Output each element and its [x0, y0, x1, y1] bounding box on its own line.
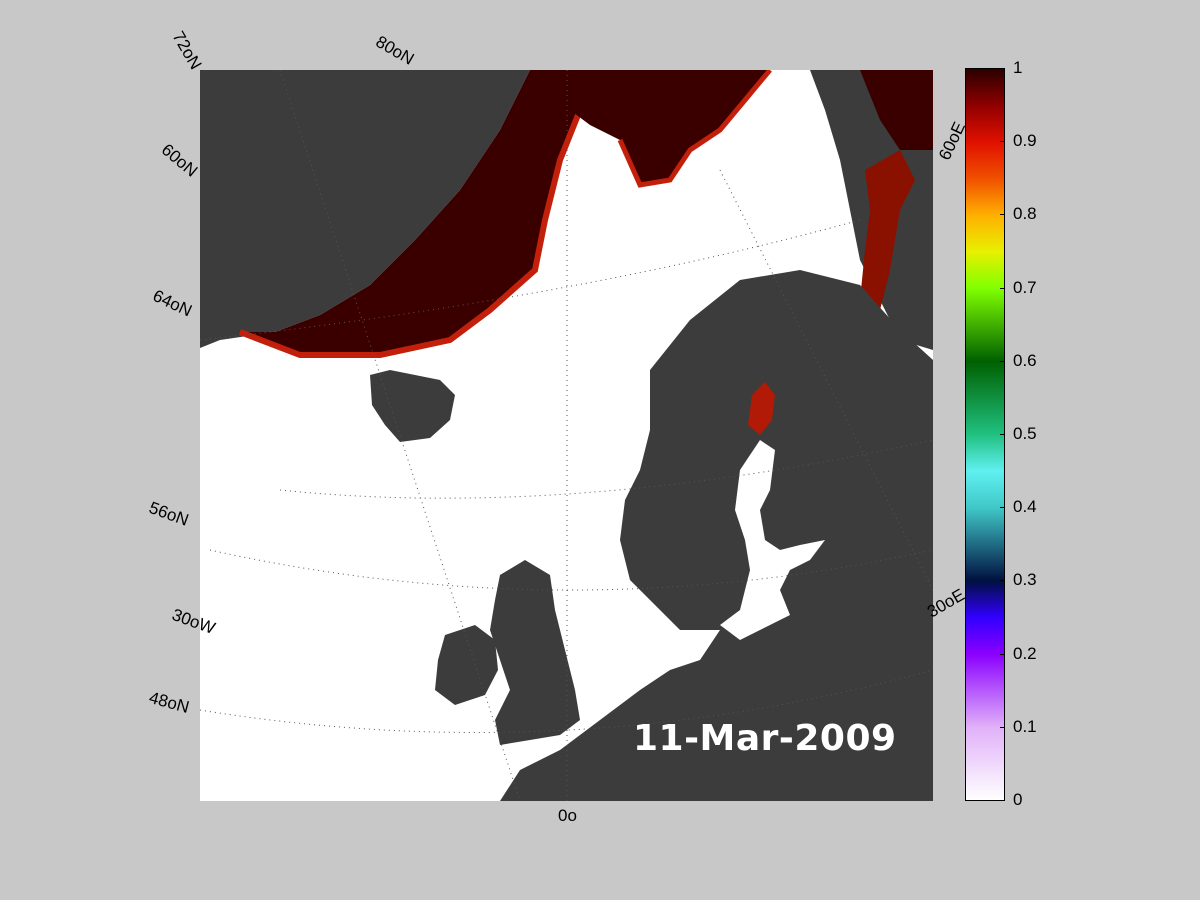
scandinavia-land [500, 270, 933, 801]
lat-label-56n: 56oN [146, 498, 192, 530]
white-sea-ice [860, 150, 915, 310]
svalbard-ice-edge [617, 70, 772, 188]
colorbar-tick-mark [1000, 653, 1005, 655]
colorbar-tick-mark [1000, 141, 1005, 143]
colorbar-tick-label: 0.6 [1013, 350, 1037, 370]
colorbar-tick-label: 0 [1013, 790, 1023, 809]
colorbar-tick-mark [1000, 287, 1005, 289]
graticule [200, 70, 933, 801]
colorbar-tick-label: 0.3 [1013, 570, 1037, 590]
greenland-land [200, 70, 530, 348]
svalbard-sea-ice [530, 70, 770, 185]
colorbar-tick-mark [1000, 68, 1005, 69]
colorbar-tick-mark [1000, 800, 1005, 801]
colorbar-tick-mark [1000, 360, 1005, 362]
baltic-sea [720, 440, 825, 640]
colorbar [965, 68, 1005, 801]
colorbar-gradient [966, 69, 1004, 800]
great-britain-land [490, 560, 580, 745]
lat-label-80n: 80oN [372, 32, 418, 69]
colorbar-tick-label: 0.1 [1013, 716, 1037, 736]
lat-label-64n: 64oN [149, 286, 195, 321]
greenland-sea-ice [240, 70, 580, 355]
colorbar-tick-label: 0.7 [1013, 277, 1037, 297]
colorbar-tick-label: 1 [1013, 58, 1023, 77]
sea-ice-map [200, 70, 933, 801]
colorbar-tick-label: 0.8 [1013, 204, 1037, 224]
bothnian-bay-ice [748, 382, 775, 435]
colorbar-tick-label: 0.9 [1013, 131, 1037, 151]
lon-label-0: 0o [558, 806, 577, 825]
colorbar-tick-mark [1000, 726, 1005, 728]
colorbar-tick-mark [1000, 580, 1005, 582]
iceland-land [370, 370, 455, 442]
colorbar-tick-mark [1000, 434, 1005, 435]
colorbar-tick-label: 0.2 [1013, 643, 1037, 663]
colorbar-tick-mark [1000, 507, 1005, 509]
kara-sea-ice [860, 70, 933, 150]
greenland-ice-edge [238, 70, 584, 358]
colorbar-tick-mark [1000, 214, 1005, 216]
lat-label-72n: 72oN [168, 28, 206, 73]
date-stamp: 11-Mar-2009 [633, 718, 897, 759]
ireland-land [435, 625, 498, 705]
map-canvas [200, 70, 933, 801]
lat-label-48n: 48oN [147, 688, 192, 717]
lat-label-60n: 60oN [157, 140, 202, 181]
colorbar-tick-label: 0.5 [1013, 424, 1037, 443]
colorbar-tick-label: 0.4 [1013, 497, 1037, 517]
